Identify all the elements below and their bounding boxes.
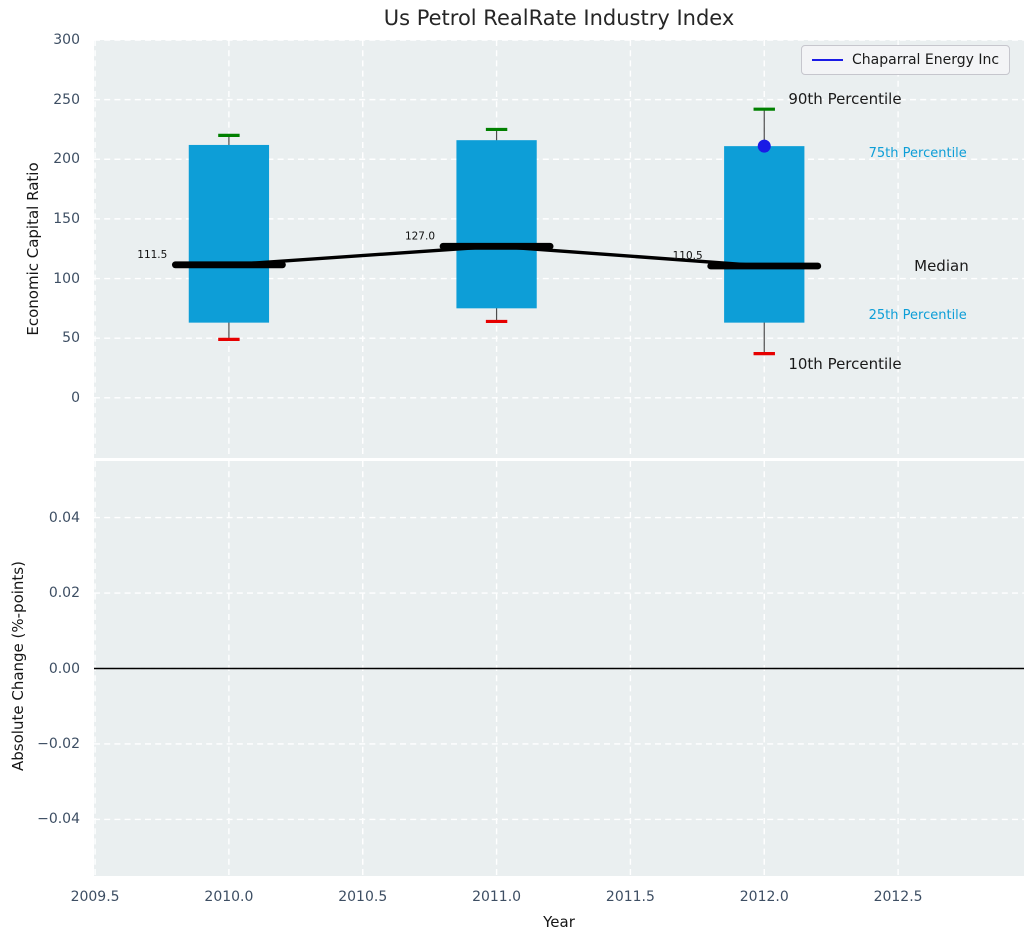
y-tick-label: 200 (53, 151, 80, 168)
y-tick-label: −0.02 (37, 735, 80, 752)
y-tick-label: −0.04 (37, 811, 80, 828)
y-tick-label: 100 (53, 270, 80, 287)
percentile-annotation: 75th Percentile (869, 146, 967, 161)
bottom-axes-absolute-change (94, 461, 1024, 876)
percentile-annotation: 25th Percentile (869, 308, 967, 323)
y-tick-label: 0 (71, 389, 80, 406)
y-tick-label: 0.02 (48, 585, 80, 602)
x-tick-label: 2009.5 (70, 889, 120, 905)
percentile-annotation: Median (914, 257, 969, 275)
x-tick-label: 2011.0 (472, 889, 522, 905)
legend-line-swatch (812, 59, 843, 61)
iqr-box (188, 144, 270, 323)
median-value-label: 111.5 (137, 249, 167, 261)
top-axes-economic-capital-ratio: 111.5 127.0 110.5 90th Percentile 75th Perce… (94, 40, 1024, 458)
legend: Chaparral Energy Inc (801, 45, 1011, 75)
x-tick-label: 2011.5 (605, 889, 655, 905)
x-tick-label: 2012.5 (873, 889, 923, 905)
x-axis-label: Year (543, 913, 575, 931)
iqr-box (724, 146, 805, 323)
x-tick-label: 2010.0 (204, 889, 254, 905)
median-value-label: 110.5 (673, 250, 703, 262)
y-tick-label: 50 (62, 330, 80, 347)
y-tick-label: 150 (53, 210, 80, 227)
top-y-axis-label: Economic Capital Ratio (24, 162, 42, 336)
chart-title: Us Petrol RealRate Industry Index (383, 6, 735, 30)
median-value-label: 127.0 (405, 230, 435, 242)
percentile-annotation: 10th Percentile (788, 355, 901, 373)
percentile-annotation: 90th Percentile (788, 90, 901, 108)
x-tick-label: 2010.5 (338, 889, 388, 905)
y-tick-label: 250 (53, 91, 80, 108)
y-tick-label: 0.04 (48, 509, 80, 526)
x-tick-label: 2012.0 (739, 889, 789, 905)
iqr-box (456, 140, 537, 309)
company-data-point (757, 139, 771, 153)
legend-label: Chaparral Energy Inc (852, 52, 1000, 68)
y-tick-label: 300 (53, 32, 80, 48)
y-tick-label: 0.00 (48, 660, 80, 677)
